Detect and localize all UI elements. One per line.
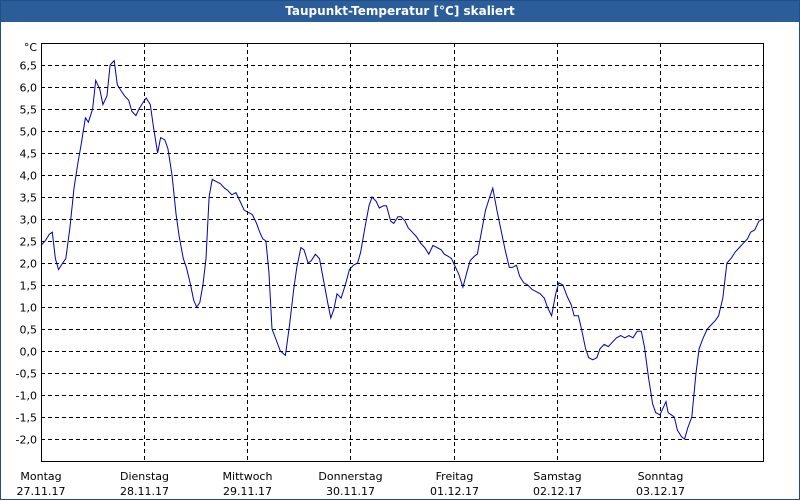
x-axis-ticks: Montag 27.11.17 Dienstag 28.11.17 Mittwoch 29… xyxy=(17,470,685,498)
x-tick-day: Freitag xyxy=(436,470,474,483)
x-tick-day: Donnerstag xyxy=(318,470,382,483)
x-tick-date: 30.11.17 xyxy=(326,485,375,498)
y-tick-label: -1,5 xyxy=(16,412,37,425)
y-tick-label: 3,5 xyxy=(20,192,38,205)
x-tick-day: Samstag xyxy=(533,470,581,483)
y-tick-label: -2,0 xyxy=(16,434,37,447)
y-tick-label: 2,5 xyxy=(20,236,38,249)
y-axis-ticks: 6,5 6,0 5,5 5,0 4,5 4,0 3,5 3,0 2,5 2,0 1,5 1,0 0,5 0… xyxy=(16,60,37,447)
dewpoint-series-line xyxy=(40,59,764,440)
x-tick-day: Sonntag xyxy=(638,470,684,483)
plot-area-border xyxy=(41,43,764,462)
y-tick-label: 6,0 xyxy=(20,82,38,95)
series-layer xyxy=(40,59,764,440)
x-tick-date: 02.12.17 xyxy=(533,485,582,498)
x-tick-date: 27.11.17 xyxy=(17,485,66,498)
y-tick-label: 5,5 xyxy=(20,104,38,117)
x-tick-date: 29.11.17 xyxy=(223,485,272,498)
x-tick-day: Dienstag xyxy=(120,470,169,483)
y-tick-label: 4,5 xyxy=(20,148,38,161)
grid xyxy=(41,43,763,461)
y-tick-label: 1,5 xyxy=(20,280,38,293)
y-tick-label: 6,5 xyxy=(20,60,38,73)
y-tick-label: 0,0 xyxy=(20,346,38,359)
x-tick-date: 03.12.17 xyxy=(636,485,685,498)
x-tick-day: Montag xyxy=(20,470,61,483)
y-axis-unit-label: °C xyxy=(24,41,38,54)
x-tick-date: 28.11.17 xyxy=(120,485,169,498)
y-tick-label: 0,5 xyxy=(20,324,38,337)
y-tick-label: 4,0 xyxy=(20,170,38,183)
y-tick-label: 1,0 xyxy=(20,302,38,315)
y-tick-label: 3,0 xyxy=(20,214,38,227)
y-tick-label: -1,0 xyxy=(16,390,37,403)
y-tick-label: 2,0 xyxy=(20,258,38,271)
y-tick-label: -0,5 xyxy=(16,368,37,381)
y-tick-label: 5,0 xyxy=(20,126,38,139)
x-tick-date: 01.12.17 xyxy=(430,485,479,498)
chart-title: Taupunkt-Temperatur [°C] skaliert xyxy=(1,1,799,22)
x-tick-day: Mittwoch xyxy=(223,470,273,483)
